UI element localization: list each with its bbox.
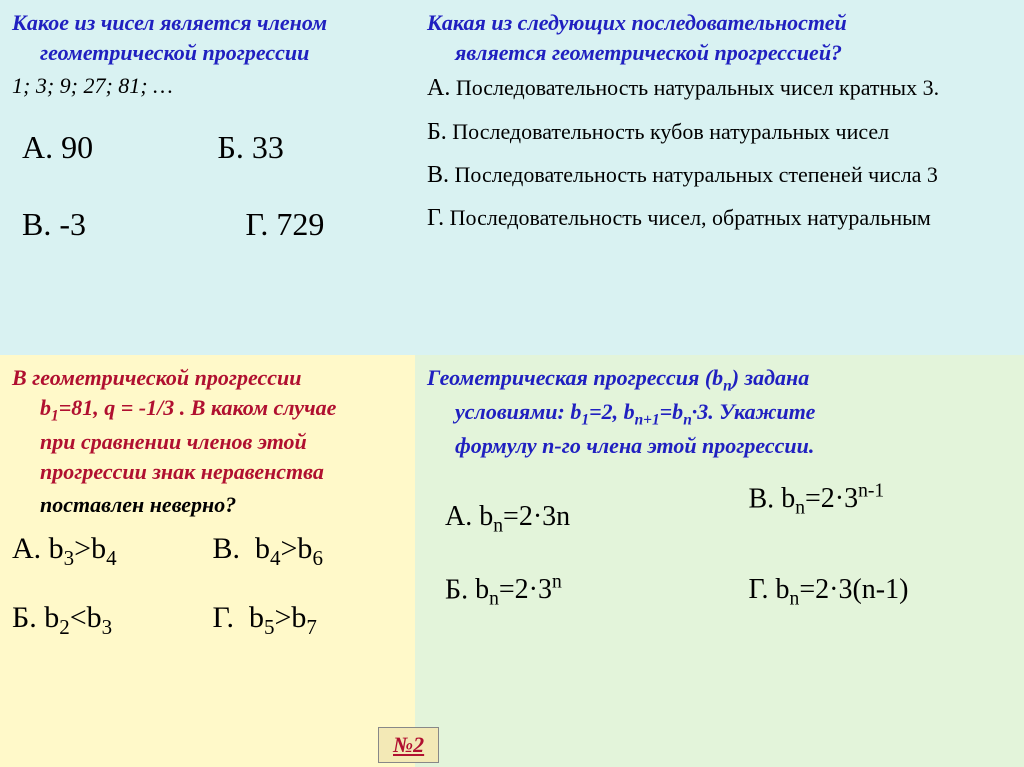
q1-sequence: 1; 3; 9; 27; 81; … <box>12 73 403 99</box>
q3-prompt-line2: b1=81, q = -1/3 . В каком случае <box>12 393 403 427</box>
q2-options: А. Последовательность натуральных чисел … <box>427 73 1012 234</box>
q3-option-a: А. b3>b4 <box>12 532 203 571</box>
q3-option-d: Г. b5>b7 <box>213 601 404 640</box>
q3-prompt-line1: В геометрической прогрессии <box>12 363 403 393</box>
q4-options: А. bn=2·3n В. bn=2·3n-1 Б. bn=2·3n Г. bn… <box>427 481 1012 611</box>
quiz-grid: Какое из чисел является членом геометрич… <box>0 0 1024 767</box>
q3-option-c: Б. b2<b3 <box>12 601 203 640</box>
q3-prompt: В геометрической прогрессии b1=81, q = -… <box>12 363 403 520</box>
q2-prompt-line1: Какая из следующих последовательностей <box>427 8 1012 38</box>
q1-options: А. 90 Б. 33 В. -3 Г. 729 <box>12 129 403 243</box>
q3-options: А. b3>b4 В. b4>b6 Б. b2<b3 Г. b5>b7 <box>12 532 403 640</box>
q3-prompt-line3: при сравнении членов этой <box>12 427 403 457</box>
q4-option-b: В. bn=2·3n-1 <box>749 481 1013 520</box>
q1-prompt-line1: Какое из чисел является членом <box>12 8 403 38</box>
q2-option-b: Б. Последовательность кубов натуральных … <box>427 117 1012 148</box>
q1-prompt-line2: геометрической прогрессии <box>12 38 403 68</box>
q4-prompt-line2: условиями: b1=2, bn+1=bn·3. Укажите <box>427 397 1012 431</box>
q2-option-d: Г. Последовательность чисел, обратных на… <box>427 203 1012 234</box>
question-2: Какая из следующих последовательностей я… <box>415 0 1024 355</box>
question-1: Какое из чисел является членом геометрич… <box>0 0 415 355</box>
question-4: Геометрическая прогрессия (bn) задана ус… <box>415 355 1024 767</box>
q4-prompt-line3: формулу n-го члена этой прогрессии. <box>427 431 1012 461</box>
q4-option-c: Б. bn=2·3n <box>445 572 709 611</box>
q1-option-a: А. 90 <box>22 129 208 166</box>
q3-prompt-line4: прогрессии знак неравенства <box>12 457 403 487</box>
q4-option-d: Г. bn=2·3(n-1) <box>749 574 1013 611</box>
q2-option-a: А. Последовательность натуральных чисел … <box>427 73 1012 104</box>
q1-option-c: В. -3 <box>22 206 208 243</box>
q2-prompt: Какая из следующих последовательностей я… <box>427 8 1012 67</box>
question-3: В геометрической прогрессии b1=81, q = -… <box>0 355 415 767</box>
q4-option-a: А. bn=2·3n <box>445 481 709 538</box>
q1-option-d: Г. 729 <box>218 206 404 243</box>
slide-number-badge: №2 <box>378 727 439 763</box>
q1-prompt: Какое из чисел является членом геометрич… <box>12 8 403 67</box>
q3-option-b: В. b4>b6 <box>213 532 404 571</box>
q1-option-b: Б. 33 <box>218 129 404 166</box>
q2-prompt-line2: является геометрической прогрессией? <box>427 38 1012 68</box>
q2-option-c: В. Последовательность натуральных степен… <box>427 160 1012 191</box>
q3-prompt-line5: поставлен неверно? <box>12 490 403 520</box>
q4-prompt: Геометрическая прогрессия (bn) задана ус… <box>427 363 1012 461</box>
q4-prompt-line1: Геометрическая прогрессия (bn) задана <box>427 363 1012 397</box>
